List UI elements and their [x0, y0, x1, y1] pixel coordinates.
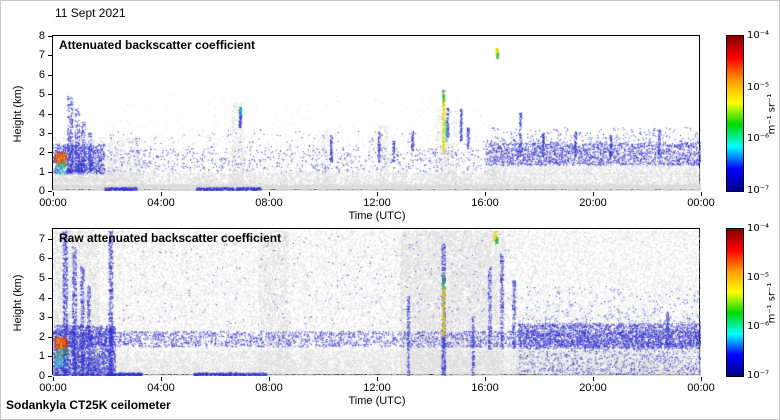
y-tick-mark	[48, 191, 52, 192]
x-tick-label: 00:00	[687, 382, 715, 394]
x-tick-label: 12:00	[363, 197, 391, 209]
x-tick-mark	[701, 377, 702, 381]
colorbar-tick-label: 10⁻⁷	[747, 370, 770, 381]
y-tick-mark	[48, 55, 52, 57]
x-tick-mark	[161, 192, 162, 196]
colorbar-tick-label: 10⁻⁶	[747, 321, 770, 332]
y-tick-label: 3	[38, 126, 45, 139]
colorbar-tick-label: 10⁻⁴	[747, 30, 770, 41]
x-tick-label: 00:00	[39, 382, 67, 394]
y-tick-label: 5	[38, 272, 45, 284]
y-axis-label-bottom: Height (km)	[12, 274, 24, 331]
y-tick-label: 6	[38, 252, 45, 265]
attenuated-backscatter-plot: Attenuated backscatter coefficient	[52, 35, 701, 191]
x-tick-mark	[269, 192, 270, 196]
colorbar-tick-label: 10⁻⁵	[747, 272, 770, 283]
panel-title-attenuated: Attenuated backscatter coefficient	[59, 38, 256, 52]
x-tick-mark	[377, 377, 378, 381]
y-tick-mark	[48, 297, 52, 299]
y-tick-mark	[48, 152, 52, 154]
x-tick-mark	[53, 377, 54, 381]
y-tick-label: 4	[38, 107, 45, 120]
x-tick-mark	[161, 377, 162, 381]
y-tick-label: 7	[38, 232, 45, 245]
y-tick-mark	[48, 336, 52, 338]
y-tick-mark	[48, 36, 52, 37]
x-tick-label: 12:00	[363, 382, 391, 394]
y-tick-mark	[48, 238, 52, 240]
y-tick-mark	[48, 94, 52, 96]
x-tick-label: 00:00	[687, 197, 715, 209]
y-tick-mark	[48, 278, 52, 279]
y-tick-mark	[48, 376, 52, 377]
y-tick-mark	[48, 317, 52, 319]
x-tick-mark	[53, 192, 54, 196]
colorbar-gradient-bottom	[727, 229, 743, 376]
y-tick-mark	[48, 113, 52, 115]
y-tick-mark	[48, 74, 52, 76]
y-tick-label: 1	[38, 350, 45, 363]
y-tick-label: 3	[38, 311, 45, 324]
raw-backscatter-canvas	[53, 229, 701, 376]
x-tick-mark	[485, 192, 486, 196]
x-tick-label: 08:00	[255, 382, 283, 394]
x-tick-label: 04:00	[147, 382, 175, 394]
colorbar-unit-label-bottom: m⁻¹ sr⁻¹	[766, 282, 778, 323]
instrument-label: Sodankyla CT25K ceilometer	[6, 398, 171, 412]
x-tick-label: 16:00	[471, 197, 499, 209]
x-tick-label: 20:00	[579, 197, 607, 209]
y-tick-mark	[48, 356, 52, 358]
colorbar-tick-label: 10⁻⁷	[747, 185, 770, 196]
x-tick-mark	[269, 377, 270, 381]
y-tick-mark	[48, 132, 52, 134]
x-tick-label: 08:00	[255, 197, 283, 209]
y-tick-label: 0	[38, 370, 45, 382]
y-tick-label: 2	[38, 146, 45, 159]
x-tick-mark	[377, 192, 378, 196]
colorbar-top	[726, 35, 744, 192]
y-tick-label: 1	[38, 165, 45, 178]
x-tick-label: 16:00	[471, 382, 499, 394]
raw-backscatter-plot: Raw attenuated backscatter coefficient	[52, 228, 701, 376]
colorbar-gradient-top	[727, 36, 743, 191]
y-axis-label-top: Height (km)	[12, 85, 24, 142]
y-tick-label: 7	[38, 49, 45, 62]
y-tick-label: 0	[38, 185, 45, 197]
date-label: 11 Sept 2021	[55, 6, 126, 20]
y-tick-mark	[48, 171, 52, 173]
y-tick-label: 4	[38, 291, 45, 304]
x-axis-label-top: Time (UTC)	[348, 210, 406, 222]
colorbar-unit-label-top: m⁻¹ sr⁻¹	[766, 93, 778, 134]
colorbar-tick-label: 10⁻⁴	[747, 223, 770, 234]
attenuated-backscatter-canvas	[53, 36, 701, 191]
x-tick-mark	[593, 192, 594, 196]
y-tick-label: 8	[38, 30, 45, 42]
x-tick-label: 20:00	[579, 382, 607, 394]
y-tick-mark	[48, 258, 52, 260]
x-tick-mark	[701, 192, 702, 196]
x-tick-label: 04:00	[147, 197, 175, 209]
y-tick-label: 6	[38, 68, 45, 81]
x-tick-label: 00:00	[39, 197, 67, 209]
colorbar-tick-label: 10⁻⁶	[747, 133, 770, 145]
y-tick-label: 5	[38, 88, 45, 101]
colorbar-tick-label: 10⁻⁵	[747, 81, 770, 93]
x-tick-mark	[485, 377, 486, 381]
x-axis-label-bottom: Time (UTC)	[348, 395, 406, 407]
colorbar-bottom	[726, 228, 744, 377]
panel-title-raw: Raw attenuated backscatter coefficient	[59, 231, 282, 245]
x-tick-mark	[593, 377, 594, 381]
y-tick-label: 2	[38, 330, 45, 343]
